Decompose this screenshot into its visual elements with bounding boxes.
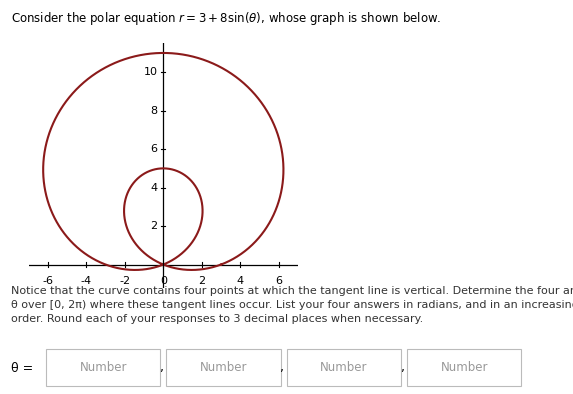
- Text: Consider the polar equation $r = 3 + 8\sin(\theta)$, whose graph is shown below.: Consider the polar equation $r = 3 + 8\s…: [11, 10, 442, 27]
- Text: Number: Number: [441, 361, 488, 374]
- Text: 4: 4: [150, 182, 158, 193]
- Text: ,: ,: [160, 361, 164, 374]
- Text: ,: ,: [281, 361, 284, 374]
- Text: 6: 6: [151, 144, 158, 154]
- Text: -6: -6: [42, 276, 53, 286]
- Text: 4: 4: [237, 276, 244, 286]
- Text: Notice that the curve contains four points at which the tangent line is vertical: Notice that the curve contains four poin…: [11, 286, 573, 324]
- Text: -2: -2: [119, 276, 131, 286]
- Text: ,: ,: [401, 361, 405, 374]
- Text: Number: Number: [200, 361, 247, 374]
- Text: 0: 0: [160, 276, 167, 286]
- Text: Number: Number: [320, 361, 367, 374]
- Text: -4: -4: [81, 276, 92, 286]
- Text: Number: Number: [80, 361, 127, 374]
- Text: 10: 10: [143, 67, 158, 77]
- Text: 2: 2: [150, 221, 158, 231]
- Text: θ =: θ =: [11, 362, 34, 375]
- Text: 8: 8: [150, 106, 158, 116]
- Text: 6: 6: [275, 276, 282, 286]
- Text: 2: 2: [198, 276, 205, 286]
